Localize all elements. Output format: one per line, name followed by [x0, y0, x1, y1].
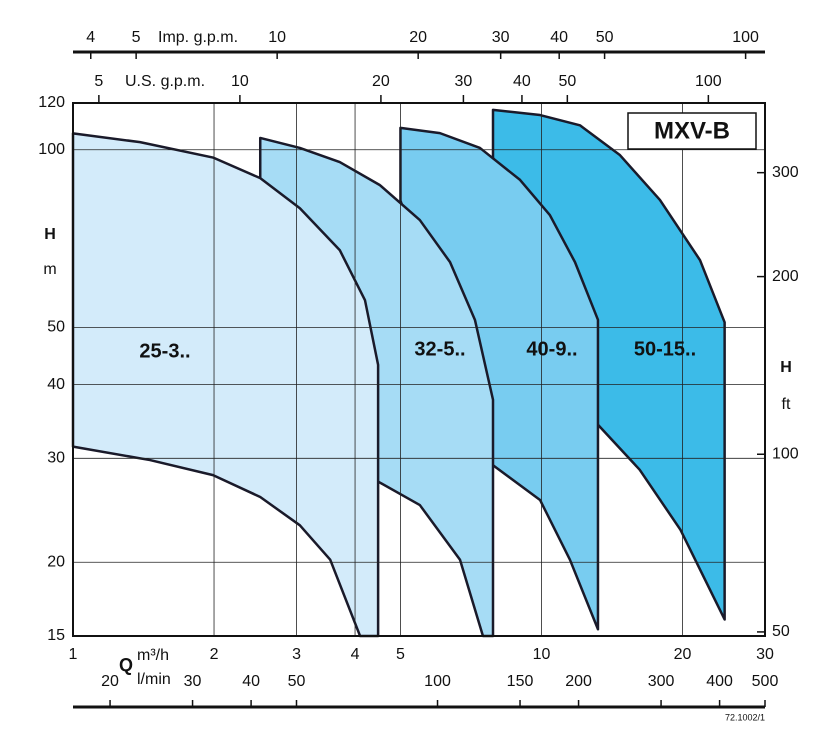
y-tick-label: 20 [47, 553, 65, 570]
x-tick-label: 4 [351, 646, 360, 663]
y2-tick-label: 300 [772, 164, 799, 181]
x4-tick-label: 40 [550, 29, 568, 46]
x4-tick-label: 4 [86, 29, 95, 46]
y2-axis-unit: ft [782, 396, 791, 413]
x2-tick-label: 300 [648, 673, 675, 690]
y-tick-label: 50 [47, 319, 65, 336]
x-tick-label: 5 [396, 646, 405, 663]
x-tick-label: 20 [674, 646, 692, 663]
x-tick-label: 1 [69, 646, 78, 663]
series-label: 32-5.. [414, 338, 465, 360]
x2-tick-label: 100 [424, 673, 451, 690]
x-axis-label: Q [119, 655, 133, 675]
y-tick-label: 15 [47, 627, 65, 644]
x3-tick-label: 10 [231, 73, 249, 90]
x4-tick-label: 20 [409, 29, 427, 46]
x2-tick-label: 400 [706, 673, 733, 690]
x4-tick-label: 10 [268, 29, 286, 46]
x3-tick-label: 100 [695, 73, 722, 90]
title-box [627, 112, 757, 150]
y-tick-label: 30 [47, 450, 65, 467]
y2-axis-label: H [780, 359, 792, 376]
series-label: 40-9.. [526, 338, 577, 360]
x2-tick-label: 30 [184, 673, 202, 690]
x4-tick-label: 5 [132, 29, 141, 46]
series-label: 50-15.. [634, 338, 696, 360]
x4-axis-unit: Imp. g.p.m. [158, 29, 238, 46]
series-label: 25-3.. [139, 340, 190, 362]
x3-tick-label: 5 [94, 73, 103, 90]
x2-tick-label: 50 [288, 673, 306, 690]
x2-axis-unit: l/min [137, 671, 171, 688]
y-axis-label: H [44, 226, 56, 243]
x2-tick-label: 200 [565, 673, 592, 690]
y2-tick-label: 200 [772, 268, 799, 285]
x3-tick-label: 50 [558, 73, 576, 90]
x2-tick-label: 150 [507, 673, 534, 690]
x2-tick-label: 40 [242, 673, 260, 690]
y-tick-label: 120 [38, 94, 65, 111]
x2-tick-label: 20 [101, 673, 119, 690]
y-tick-label: 40 [47, 376, 65, 393]
x-tick-label: 2 [210, 646, 219, 663]
figure-code: 72.1002/1 [725, 712, 765, 722]
y-axis-unit: m [43, 261, 56, 278]
x-tick-label: 10 [533, 646, 551, 663]
x3-tick-label: 40 [513, 73, 531, 90]
x2-tick-label: 500 [752, 673, 779, 690]
y2-tick-label: 50 [772, 623, 790, 640]
x-axis-unit: m³/h [137, 647, 169, 664]
x3-axis-unit: U.S. g.p.m. [125, 73, 205, 90]
x-tick-label: 3 [292, 646, 301, 663]
x3-tick-label: 20 [372, 73, 390, 90]
plot-area [71, 102, 766, 638]
frame [72, 102, 766, 637]
y2-tick-label: 100 [772, 445, 799, 462]
x4-tick-label: 30 [492, 29, 510, 46]
x4-tick-label: 100 [732, 29, 759, 46]
x3-tick-label: 30 [455, 73, 473, 90]
y-tick-label: 100 [38, 141, 65, 158]
x-tick-label: 30 [756, 646, 774, 663]
x4-tick-label: 50 [596, 29, 614, 46]
chart-title: MXV-B [654, 117, 730, 144]
